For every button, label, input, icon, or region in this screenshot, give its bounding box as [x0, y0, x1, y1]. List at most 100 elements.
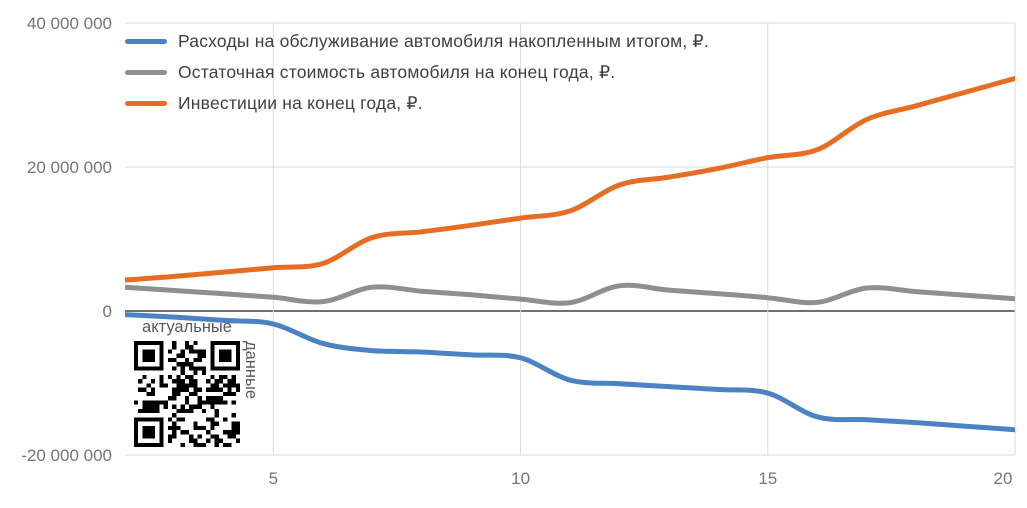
qr-module: [142, 425, 156, 439]
qr-module: [231, 374, 236, 380]
qr-module: [167, 417, 173, 422]
qr-module: [193, 357, 198, 363]
qr-module: [214, 421, 219, 426]
qr-module: [176, 362, 181, 367]
qr-module: [172, 345, 177, 350]
series-line-2: [125, 75, 1015, 283]
qr-module: [167, 425, 173, 431]
qr-module: [155, 408, 160, 414]
legend-item-expenses: Расходы на обслуживание автомобиля накоп…: [125, 26, 709, 57]
qr-module: [189, 349, 194, 354]
qr-module: [159, 400, 164, 405]
qr-module: [197, 404, 202, 409]
qr-module: [201, 353, 207, 358]
qr-module: [180, 383, 185, 388]
qr-module: [227, 379, 232, 384]
qr-module: [150, 391, 156, 397]
qr-module: [180, 387, 185, 392]
qr-module: [146, 383, 151, 388]
qr-module: [201, 442, 207, 447]
qr-module: [176, 387, 181, 392]
y-axis-tick-label: 40 000 000: [27, 14, 112, 33]
qr-module: [214, 413, 219, 418]
qr-module: [138, 408, 143, 414]
qr-module: [155, 400, 160, 405]
qr-module: [184, 430, 190, 435]
qr-module: [223, 430, 228, 435]
qr-module: [176, 425, 181, 431]
qr-module: [193, 421, 198, 426]
qr-module: [197, 400, 202, 405]
qr-module: [172, 357, 177, 363]
qr-module: [235, 425, 240, 431]
qr-module: [189, 408, 194, 414]
legend-line-swatch-expenses: [125, 39, 167, 44]
qr-module: [197, 442, 202, 447]
qr-module: [206, 396, 211, 401]
qr-module: [142, 387, 147, 392]
qr-module: [180, 417, 185, 422]
qr-module: [189, 391, 194, 397]
qr-module: [235, 383, 240, 388]
qr-module: [180, 379, 185, 384]
legend-label-investments: Инвестиции на конец года, ₽.: [178, 93, 423, 113]
qr-module: [214, 438, 219, 443]
qr-module: [218, 400, 224, 405]
qr-module: [184, 400, 190, 405]
qr-module: [206, 417, 211, 422]
qr-module: [210, 387, 215, 392]
qr-module: [210, 421, 215, 426]
qr-module: [218, 396, 224, 401]
qr-module: [231, 391, 236, 397]
qr-caption-top: актуальные: [142, 318, 232, 336]
qr-module: [189, 362, 194, 367]
qr-module: [172, 379, 177, 384]
qr-module: [227, 430, 232, 435]
qr-module: [210, 383, 215, 388]
qr-module: [193, 391, 198, 397]
qr-module: [172, 421, 177, 426]
qr-module: [167, 349, 173, 354]
qr-module: [231, 421, 236, 426]
qr-module: [184, 383, 190, 388]
qr-module: [167, 374, 173, 380]
qr-module: [180, 430, 185, 435]
qr-module: [197, 425, 202, 431]
qr-module: [210, 417, 215, 422]
qr-module: [159, 374, 164, 380]
qr-module: [184, 362, 190, 367]
qr-module: [180, 404, 185, 409]
qr-module: [193, 438, 198, 443]
qr-module: [180, 349, 185, 354]
qr-module: [197, 434, 202, 439]
qr-module: [176, 408, 181, 414]
qr-module: [159, 383, 164, 388]
qr-module: [163, 404, 168, 409]
qr-module: [150, 408, 156, 414]
qr-module: [184, 341, 190, 346]
qr-module: [189, 374, 194, 380]
qr-module: [172, 430, 177, 435]
qr-module: [193, 366, 198, 371]
series-line-1: [125, 282, 1015, 306]
y-axis-tick-label: -20 000 000: [21, 446, 112, 465]
qr-module: [172, 391, 177, 397]
qr-module: [167, 434, 173, 439]
qr-module: [167, 357, 173, 363]
qr-module: [206, 387, 211, 392]
qr-module: [150, 387, 156, 392]
qr-module: [142, 400, 147, 405]
qr-module: [193, 383, 198, 388]
qr-module: [172, 341, 177, 346]
qr-module: [201, 425, 207, 431]
legend-label-residual-value: Остаточная стоимость автомобиля на конец…: [178, 62, 616, 82]
qr-module: [214, 387, 219, 392]
qr-module: [193, 379, 198, 384]
qr-module: [227, 383, 232, 388]
qr-module: [231, 400, 236, 405]
qr-module: [176, 379, 181, 384]
qr-module: [180, 362, 185, 367]
qr-module: [231, 379, 236, 384]
qr-module: [214, 396, 219, 401]
qr-module: [197, 396, 202, 401]
